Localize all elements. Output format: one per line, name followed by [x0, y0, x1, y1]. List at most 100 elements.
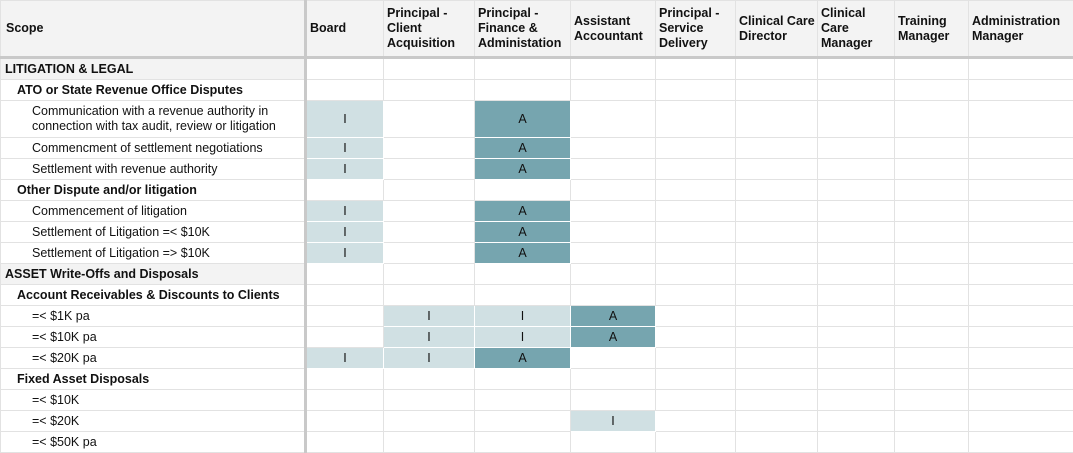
raci-cell: [736, 390, 818, 411]
raci-cell: [818, 201, 895, 222]
column-header-principal-finance-administation: Principal - Finance & Administation: [475, 1, 571, 58]
raci-cell: [384, 101, 475, 138]
raci-cell: [656, 264, 736, 285]
raci-cell: [818, 80, 895, 101]
raci-cell: [818, 101, 895, 138]
raci-cell: [736, 432, 818, 453]
raci-cell: [571, 264, 656, 285]
raci-cell: [736, 138, 818, 159]
raci-cell: [818, 180, 895, 201]
scope-label: Account Receivables & Discounts to Clien…: [1, 285, 306, 306]
raci-cell: I: [475, 306, 571, 327]
raci-cell: [895, 411, 969, 432]
raci-cell: [895, 101, 969, 138]
raci-cell: [571, 180, 656, 201]
raci-cell: A: [475, 348, 571, 369]
raci-cell: [656, 432, 736, 453]
raci-cell: [818, 222, 895, 243]
raci-cell: [818, 159, 895, 180]
column-header-assistant-accountant: Assistant Accountant: [571, 1, 656, 58]
raci-cell: [969, 327, 1073, 348]
raci-cell: [969, 222, 1073, 243]
raci-cell: A: [571, 306, 656, 327]
raci-cell: [475, 264, 571, 285]
scope-label: =< $20K: [1, 411, 306, 432]
raci-cell: [571, 285, 656, 306]
raci-cell: [384, 285, 475, 306]
raci-cell: [818, 243, 895, 264]
raci-cell: [895, 306, 969, 327]
raci-cell: A: [475, 243, 571, 264]
raci-cell: [969, 101, 1073, 138]
raci-cell: I: [571, 411, 656, 432]
raci-cell: [969, 390, 1073, 411]
raci-cell: I: [306, 201, 384, 222]
table-row: Communication with a revenue authority i…: [1, 101, 1073, 138]
raci-cell: [736, 180, 818, 201]
raci-cell: [384, 138, 475, 159]
raci-cell: [895, 159, 969, 180]
raci-cell: [736, 80, 818, 101]
raci-cell: [969, 348, 1073, 369]
raci-cell: I: [384, 348, 475, 369]
raci-cell: I: [384, 327, 475, 348]
raci-cell: [969, 80, 1073, 101]
raci-cell: [895, 243, 969, 264]
scope-label: Communication with a revenue authority i…: [1, 101, 306, 138]
raci-cell: [736, 159, 818, 180]
raci-cell: [571, 80, 656, 101]
raci-cell: [656, 369, 736, 390]
raci-cell: [895, 264, 969, 285]
raci-cell: [656, 306, 736, 327]
raci-cell: [656, 101, 736, 138]
raci-cell: [969, 432, 1073, 453]
raci-cell: [571, 243, 656, 264]
raci-cell: [818, 348, 895, 369]
raci-cell: [969, 306, 1073, 327]
raci-cell: [656, 348, 736, 369]
raci-cell: [895, 80, 969, 101]
category-row: LITIGATION & LEGAL: [1, 58, 1073, 80]
raci-cell: [895, 327, 969, 348]
raci-cell: [306, 327, 384, 348]
raci-cell: [656, 58, 736, 80]
raci-cell: [306, 306, 384, 327]
scope-label: =< $50K pa: [1, 432, 306, 453]
raci-cell: [384, 58, 475, 80]
raci-cell: [818, 285, 895, 306]
raci-cell: [895, 222, 969, 243]
raci-cell: [818, 411, 895, 432]
raci-cell: [969, 138, 1073, 159]
raci-cell: [895, 390, 969, 411]
raci-cell: I: [306, 159, 384, 180]
subcategory-row: Other Dispute and/or litigation: [1, 180, 1073, 201]
raci-cell: [306, 80, 384, 101]
raci-cell: [895, 138, 969, 159]
raci-cell: [736, 411, 818, 432]
raci-cell: [969, 264, 1073, 285]
column-header-clinical-care-manager: Clinical Care Manager: [818, 1, 895, 58]
raci-cell: [475, 432, 571, 453]
raci-cell: I: [306, 222, 384, 243]
raci-cell: [384, 264, 475, 285]
scope-label: Settlement of Litigation => $10K: [1, 243, 306, 264]
raci-cell: [818, 58, 895, 80]
raci-cell: [895, 369, 969, 390]
raci-cell: I: [306, 138, 384, 159]
raci-cell: [818, 432, 895, 453]
raci-cell: [384, 159, 475, 180]
raci-cell: [736, 369, 818, 390]
raci-cell: [969, 201, 1073, 222]
raci-cell: [895, 432, 969, 453]
column-header-clinical-care-director: Clinical Care Director: [736, 1, 818, 58]
raci-cell: [656, 390, 736, 411]
raci-cell: [656, 201, 736, 222]
raci-cell: A: [475, 222, 571, 243]
raci-cell: [656, 222, 736, 243]
